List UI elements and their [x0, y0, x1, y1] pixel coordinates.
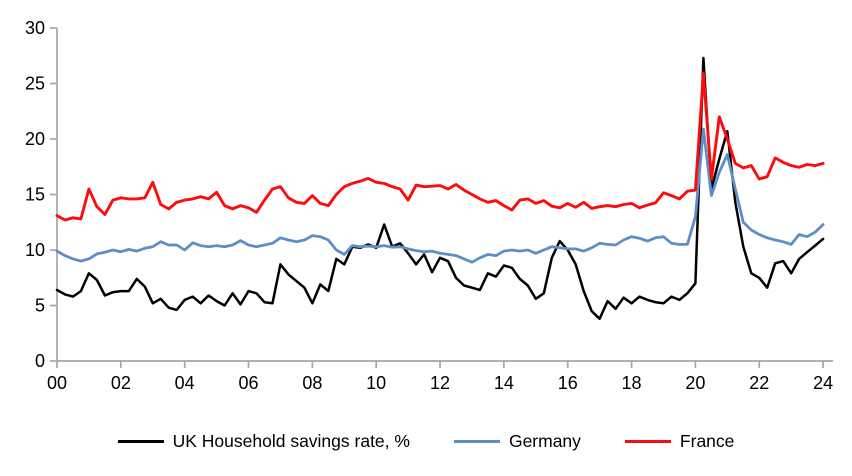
series-line-uk-household-savings-rate — [55, 56, 825, 321]
series-line-france — [55, 72, 825, 222]
x-axis-tick-label: 18 — [622, 373, 642, 393]
uk-line-swatch — [117, 439, 164, 443]
y-axis-tick-label: 15 — [25, 185, 45, 205]
germany-line-swatch — [453, 439, 500, 443]
x-axis-tick-label: 06 — [239, 373, 259, 393]
y-axis-tick-label: 20 — [25, 129, 45, 149]
y-axis-tick-label: 25 — [25, 74, 45, 94]
y-axis-tick-label: 10 — [25, 240, 45, 260]
x-axis-tick-label: 14 — [494, 373, 514, 393]
y-axis-tick-label: 5 — [35, 296, 45, 316]
chart-legend: UK Household savings rate, % Germany Fra… — [0, 424, 852, 458]
france-line-swatch — [624, 439, 671, 443]
germany-legend-label: Germany — [508, 430, 581, 451]
x-axis-tick-label: 24 — [813, 373, 833, 393]
legend-item-france: France — [624, 430, 735, 452]
x-axis-tick-label: 22 — [749, 373, 769, 393]
y-axis-tick-label: 0 — [35, 351, 45, 371]
x-axis-tick-label: 20 — [685, 373, 705, 393]
y-axis-tick-label: 30 — [25, 18, 45, 38]
france-legend-label: France — [679, 430, 735, 451]
x-axis-tick-label: 00 — [47, 373, 67, 393]
series-line-germany — [55, 127, 825, 264]
legend-item-germany: Germany — [453, 430, 581, 452]
x-axis-tick-label: 16 — [558, 373, 578, 393]
chart-plot-area: 0 5 10 15 20 25 30 00 02 04 06 08 10 12 14 16 18 20 22 24 — [25, 18, 833, 393]
uk-legend-label: UK Household savings rate, % — [172, 430, 410, 451]
x-axis-tick-label: 10 — [366, 373, 386, 393]
x-axis-tick-label: 04 — [175, 373, 195, 393]
legend-item-uk: UK Household savings rate, % — [117, 430, 410, 452]
x-axis-tick-label: 08 — [302, 373, 322, 393]
x-axis-tick-label: 02 — [111, 373, 131, 393]
x-axis-tick-label: 12 — [430, 373, 450, 393]
